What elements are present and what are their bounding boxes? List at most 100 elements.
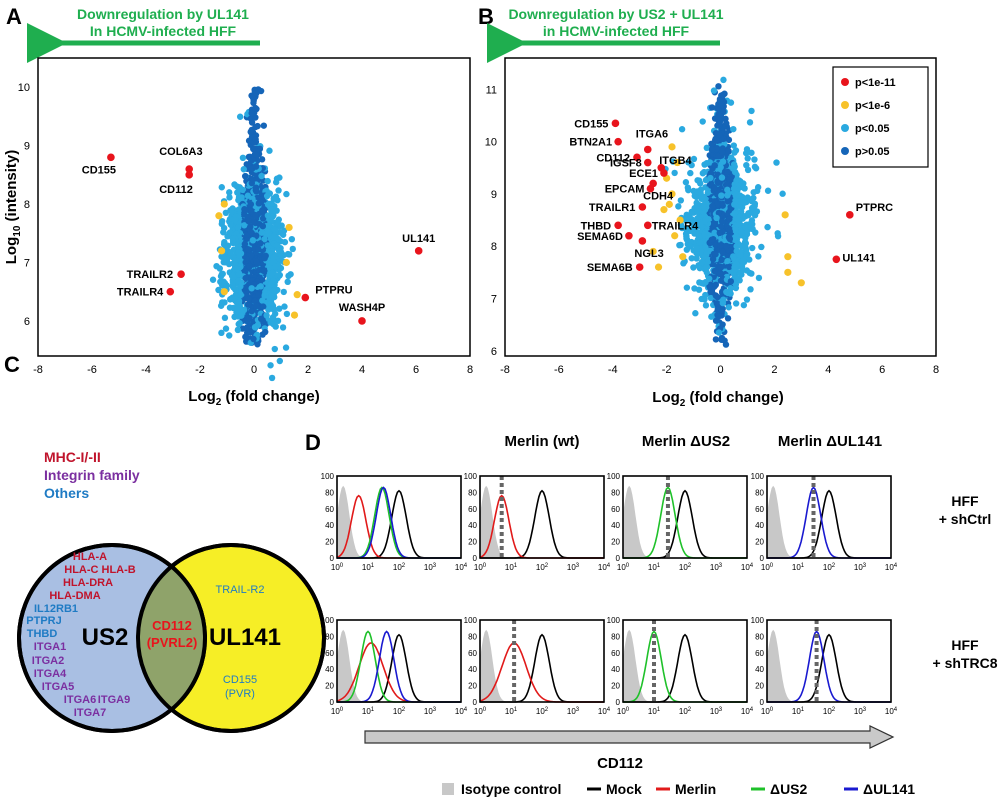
scatter-point-labeled bbox=[643, 145, 652, 154]
scatter-point bbox=[279, 324, 287, 331]
x-tick-label: 0 bbox=[251, 364, 257, 376]
scatter-point bbox=[748, 244, 756, 252]
scatter-point-labeled bbox=[643, 221, 652, 230]
dus2-histogram bbox=[337, 630, 461, 703]
scatter-point bbox=[715, 209, 723, 217]
y-tick-label: 60 bbox=[755, 649, 764, 658]
venn-us2-item: PTPRJ bbox=[26, 615, 61, 627]
y-tick-label: 40 bbox=[468, 521, 477, 530]
y-tick-label: 40 bbox=[325, 665, 334, 674]
scatter-point bbox=[274, 220, 282, 228]
scatter-point bbox=[727, 290, 734, 297]
point-label: CDH4 bbox=[643, 190, 674, 202]
legend-label: ΔUS2 bbox=[770, 781, 808, 797]
mock-histogram bbox=[480, 633, 604, 703]
scatter-point bbox=[724, 315, 732, 322]
scatter-point bbox=[708, 146, 716, 153]
scatter-point bbox=[717, 271, 724, 278]
venn-ul141-item: (PVR) bbox=[225, 688, 255, 700]
scatter-point bbox=[685, 159, 692, 166]
scatter-point bbox=[693, 245, 700, 252]
scatter-point bbox=[218, 329, 225, 337]
y-tick-label: 40 bbox=[325, 521, 334, 530]
scatter-point bbox=[715, 152, 722, 160]
scatter-point-significant bbox=[649, 247, 657, 256]
isotype-histogram bbox=[337, 629, 461, 702]
scatter-point bbox=[732, 300, 740, 307]
mock-histogram bbox=[337, 633, 461, 703]
scatter-point bbox=[240, 306, 248, 314]
scatter-point bbox=[266, 147, 273, 154]
column-title: Merlin ΔUL141 bbox=[778, 433, 882, 450]
venn-us2-item: IL12RB1 bbox=[34, 603, 78, 615]
scatter-point bbox=[241, 172, 249, 180]
scatter-point-labeled bbox=[177, 270, 185, 278]
venn-legend-item: Integrin family bbox=[44, 467, 140, 483]
scatter-point bbox=[218, 270, 226, 278]
scatter-point bbox=[236, 184, 243, 191]
isotype-histogram bbox=[337, 485, 461, 558]
scatter-point bbox=[699, 118, 706, 125]
scatter-point bbox=[264, 177, 271, 185]
scatter-point bbox=[240, 166, 247, 173]
y-tick-label: 20 bbox=[755, 538, 764, 547]
scatter-point bbox=[242, 333, 249, 341]
point-label: TRAILR4 bbox=[117, 287, 164, 299]
x-tick-label: 103 bbox=[854, 563, 867, 572]
histogram-frame bbox=[766, 475, 892, 559]
scatter-point bbox=[263, 312, 270, 319]
scatter-point bbox=[744, 155, 751, 162]
scatter-point bbox=[288, 235, 296, 243]
scatter-point bbox=[695, 232, 702, 239]
scatter-point bbox=[717, 102, 725, 109]
y-tick-label: 20 bbox=[611, 682, 620, 691]
scatter-point bbox=[285, 272, 292, 280]
venn-us2-item: ITGA9 bbox=[98, 694, 130, 706]
y-tick-label: 60 bbox=[611, 649, 620, 658]
scatter-panel-a: Downregulation by UL141 In HCMV-infected… bbox=[3, 6, 473, 408]
y-tick-label: 80 bbox=[468, 488, 477, 497]
arrow-title-a-line1: Downregulation by UL141 bbox=[77, 6, 249, 22]
y-tick-label: 100 bbox=[464, 616, 478, 625]
overlap-label-1: CD112 bbox=[152, 618, 192, 633]
scatter-point bbox=[230, 273, 237, 281]
scatter-point bbox=[707, 294, 715, 302]
scatter-point bbox=[716, 97, 724, 104]
scatter-point bbox=[284, 278, 291, 286]
scatter-point bbox=[270, 287, 277, 295]
x-tick-label: 2 bbox=[305, 364, 311, 376]
x-tick-label: 0 bbox=[717, 364, 723, 376]
scatter-point bbox=[216, 265, 223, 272]
y-tick-label: 80 bbox=[325, 488, 334, 497]
scatter-point bbox=[709, 255, 717, 263]
venn-us2-item: ITGA4 bbox=[34, 668, 67, 680]
histogram-plot: 0 20 40 60 80 100 100 101 102 103 104 bbox=[464, 472, 611, 572]
isotype-histogram bbox=[480, 485, 604, 558]
scatter-point-significant bbox=[668, 143, 676, 151]
histogram-plot: 0 20 40 60 80 100 100 101 102 103 104 bbox=[607, 472, 754, 572]
scatter-point bbox=[692, 310, 699, 317]
y-tick-label: 9 bbox=[24, 141, 30, 153]
scatter-point bbox=[258, 172, 265, 180]
panel-label-c: C bbox=[4, 352, 20, 377]
y-tick-label: 80 bbox=[755, 488, 764, 497]
scatter-point bbox=[677, 241, 684, 249]
point-label: PTPRC bbox=[856, 202, 893, 214]
point-label: CD112 bbox=[596, 152, 630, 164]
scatter-point-significant bbox=[679, 253, 687, 261]
x-tick-label: 100 bbox=[617, 563, 630, 572]
x-tick-label: 101 bbox=[362, 707, 375, 716]
scatter-point bbox=[222, 325, 230, 332]
scatter-point bbox=[698, 279, 706, 287]
scatter-point-significant bbox=[784, 253, 792, 261]
x-tick-label: 102 bbox=[536, 563, 549, 572]
point-label: CD112 bbox=[159, 184, 193, 196]
scatter-point bbox=[675, 203, 682, 210]
scatter-point bbox=[741, 199, 748, 206]
histogram-frame bbox=[336, 475, 462, 559]
scatter-point bbox=[731, 149, 738, 156]
scatter-point bbox=[235, 249, 242, 256]
scatter-point bbox=[242, 284, 249, 291]
scatter-point bbox=[276, 305, 283, 312]
scatter-point bbox=[717, 264, 725, 271]
